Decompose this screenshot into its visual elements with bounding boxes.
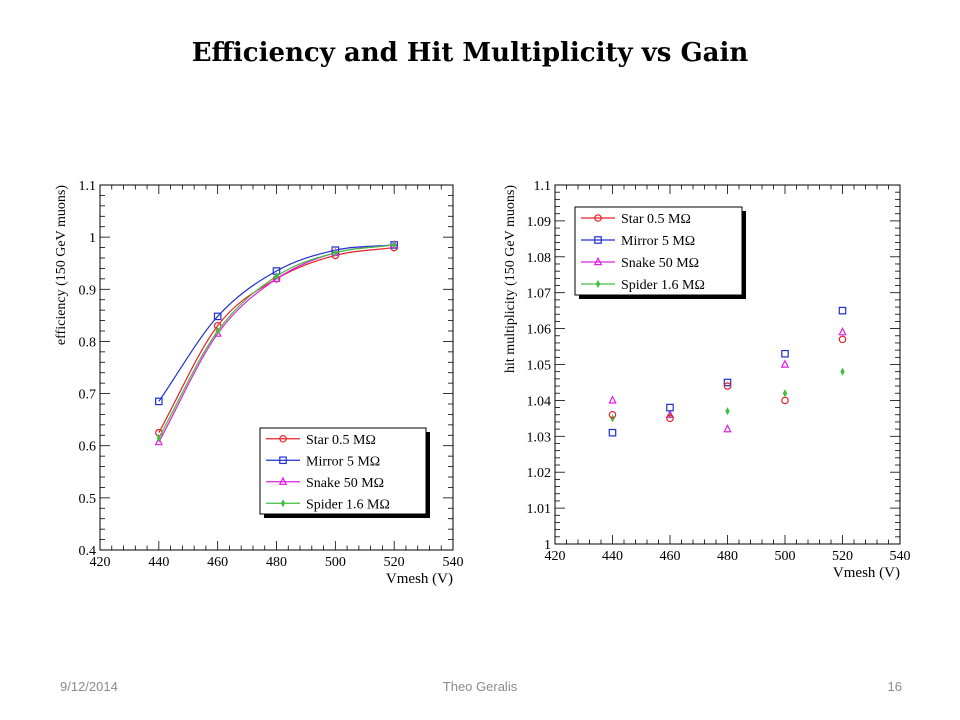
eff-x-tick-label: 540: [443, 555, 464, 570]
hit-y-tick-label: 1.07: [527, 287, 552, 302]
hit-y-tick-label: 1.05: [527, 359, 552, 374]
hit-x-tick-label: 420: [545, 549, 566, 564]
eff-legend-mirror-marker: [279, 456, 287, 465]
hit-snake-point: [723, 423, 732, 433]
hit-legend-star-marker: [594, 214, 602, 222]
eff-mirror-point: [155, 397, 163, 406]
eff-legend-snake-marker: [278, 476, 288, 485]
hit-snake-point: [665, 409, 675, 418]
efficiency-chart: 420 440 460 480 500 520 540 0.4 0.5 0.6 0.7 0.8 0.9 1…: [40, 168, 470, 588]
hit-y-tick-label: 1.08: [527, 251, 552, 266]
hit-snake-point: [838, 327, 847, 336]
eff-spider-point: [156, 433, 162, 442]
eff-spider-point: [333, 248, 338, 257]
hit-star-point: [781, 396, 789, 405]
eff-y-tick-label: 0.6: [79, 440, 97, 455]
eff-spider-point: [391, 240, 397, 249]
eff-y-tick-label: 0.9: [79, 283, 97, 298]
eff-y-axis-label: efficiency (150 GeV muons): [54, 185, 69, 345]
eff-spider-fit-line: [158, 244, 395, 439]
eff-legend-spider-marker: [280, 499, 286, 508]
eff-y-tick-label: 0.8: [79, 335, 97, 350]
eff-legend-mirror-label: Mirror 5 MΩ: [306, 454, 380, 469]
eff-y-tick-label: 0.5: [79, 492, 97, 507]
eff-x-tick-label: 500: [325, 555, 346, 570]
footer-author: Theo Geralis: [442, 679, 518, 694]
hit-x-tick-label: 480: [717, 549, 738, 564]
hit-y-tick-label: 1.09: [527, 215, 552, 230]
hit-y-tick-label: 1.03: [527, 430, 552, 445]
eff-legend-star-label: Star 0.5 MΩ: [306, 433, 376, 448]
hit-multiplicity-chart: 420 440 460 480 500 520 540 1 1.01 1.02 1.03 1.04 1.…: [490, 168, 930, 588]
hit-x-tick-label: 520: [832, 549, 853, 564]
eff-x-tick-label: 420: [90, 555, 111, 570]
hit-legend-mirror-marker: [594, 236, 602, 244]
hit-mirror-point: [781, 349, 789, 358]
eff-x-tick-label: 480: [266, 555, 287, 570]
hit-x-tick-label: 460: [660, 549, 681, 564]
eff-y-tick-label: 1: [89, 231, 96, 246]
hit-spider-point: [840, 367, 845, 376]
hit-x-tick-label: 500: [775, 549, 796, 564]
eff-x-tick-label: 440: [148, 555, 169, 570]
hit-legend: [574, 206, 743, 296]
hit-legend-spider-marker: [595, 279, 601, 289]
hit-star-point: [838, 335, 847, 344]
hit-spider-point: [725, 407, 730, 416]
hit-mirror-point: [666, 403, 674, 412]
hit-y-tick-label: 1.1: [534, 179, 552, 194]
hit-y-tick-label: 1.02: [527, 466, 552, 481]
eff-spider-point: [215, 326, 220, 336]
hit-y-tick-label: 1.06: [527, 323, 552, 338]
hit-star-point: [608, 410, 617, 419]
hit-y-tick-label: 1: [544, 538, 551, 553]
footer-date: 9/12/2014: [60, 679, 118, 694]
eff-legend: [259, 427, 427, 515]
hit-star-point: [723, 382, 732, 390]
hit-x-tick-label: 540: [890, 549, 911, 564]
eff-snake-point: [272, 273, 281, 283]
eff-star-fit-line: [158, 246, 395, 433]
eff-x-tick-label: 460: [207, 555, 228, 570]
slide-title: Efficiency and Hit Multiplicity vs Gain: [191, 38, 749, 68]
hit-mirror-point: [838, 306, 847, 315]
hit-legend-snake-marker: [593, 256, 603, 266]
hit-legend-mirror-label: Mirror 5 MΩ: [621, 234, 695, 249]
eff-snake-point: [154, 436, 164, 446]
hit-x-axis-label: Vmesh (V): [833, 565, 900, 581]
hit-star-point: [666, 414, 674, 423]
hit-x-tick-label: 440: [602, 549, 623, 564]
eff-y-tick-label: 0.4: [79, 544, 97, 559]
hit-y-tick-label: 1.04: [527, 394, 552, 409]
footer-page-number: 16: [887, 679, 902, 694]
eff-legend-star-marker: [279, 434, 287, 443]
hit-legend-spider-label: Spider 1.6 MΩ: [621, 278, 705, 293]
hit-legend-snake-label: Snake 50 MΩ: [621, 256, 699, 271]
eff-x-axis-label: Vmesh (V): [386, 571, 453, 587]
hit-mirror-point: [608, 428, 617, 437]
eff-legend-snake-label: Snake 50 MΩ: [306, 476, 384, 491]
hit-snake-point: [608, 395, 617, 404]
eff-mirror-fit-line: [158, 244, 395, 402]
hit-snake-point: [780, 359, 790, 368]
eff-legend-spider-label: Spider 1.6 MΩ: [306, 497, 390, 512]
hit-legend-star-label: Star 0.5 MΩ: [621, 212, 691, 227]
eff-y-tick-label: 0.7: [79, 388, 97, 403]
eff-spider-point: [274, 272, 279, 281]
eff-mirror-point: [213, 312, 222, 321]
hit-spider-point: [782, 389, 788, 398]
eff-y-tick-label: 1.1: [79, 179, 97, 194]
hit-mirror-point: [723, 378, 732, 387]
hit-y-tick-label: 1.01: [527, 502, 552, 517]
hit-y-axis-label: hit multiplicity (150 GeV muons): [503, 185, 518, 373]
eff-x-tick-label: 520: [384, 555, 405, 570]
